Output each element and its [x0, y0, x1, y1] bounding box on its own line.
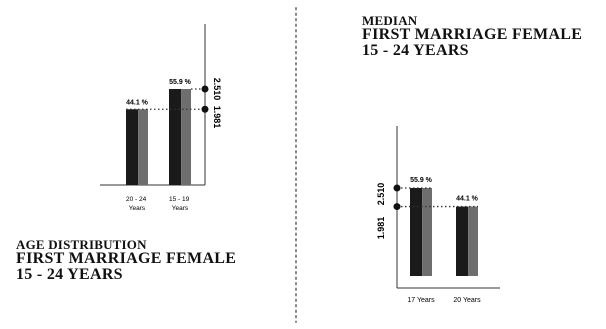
left-bar-group-1 [126, 109, 148, 185]
right-bar-17-years-dark [410, 188, 423, 276]
right-bar-group-1 [410, 188, 432, 276]
left-bar-15-19-dark [169, 89, 182, 185]
right-reference-value-2: 2.510 [376, 183, 386, 206]
right-chart: 55.9 % 44.1 % 1.981 2.510 17 Years 20 Ye… [376, 126, 500, 304]
right-data-label-17-years: 55.9 % [410, 177, 433, 184]
right-panel-title: MEDIAN FIRST MARRIAGE FEMALE 15 - 24 YEA… [362, 14, 582, 59]
left-data-label-20-24: 44.1 % [126, 99, 149, 106]
right-bar-group-2 [456, 206, 478, 276]
left-reference-value-2: 1.981 [212, 106, 222, 129]
left-reference-dot-low [201, 105, 209, 113]
left-bar-20-24-light [138, 109, 148, 185]
left-tick-label-20-24: 20 - 24 Years [126, 196, 148, 212]
left-reference-value-1: 2.510 [212, 78, 222, 101]
left-title-line3: 15 - 24 YEARS [16, 266, 123, 283]
right-title-line1: MEDIAN [362, 13, 418, 28]
right-title-line3: 15 - 24 YEARS [362, 42, 469, 59]
right-reference-dot-low [393, 203, 401, 211]
right-data-label-20-years: 44.1 % [456, 196, 479, 203]
left-bar-20-24-dark [126, 109, 139, 185]
right-title-line2: FIRST MARRIAGE FEMALE [362, 26, 583, 43]
right-tick-label-17-years: 17 Years [407, 297, 435, 304]
right-bar-20-years-light [468, 206, 478, 276]
left-panel-title: AGE DISTRIBUTION FIRST MARRIAGE FEMALE 1… [16, 238, 236, 283]
left-chart: 44.1 % 55.9 % 2.510 1.981 20 - 24 Years … [100, 24, 222, 212]
right-reference-dot-top [393, 184, 401, 192]
right-tick-label-20-years: 20 Years [453, 297, 481, 304]
left-bar-15-19-light [181, 89, 191, 185]
left-data-label-15-19: 55.9 % [169, 79, 192, 86]
left-title-line1: AGE DISTRIBUTION [16, 237, 147, 252]
right-reference-value-1: 1.981 [376, 217, 386, 240]
right-bar-20-years-dark [456, 206, 469, 276]
right-bar-17-years-light [422, 188, 432, 276]
left-tick-label-15-19: 15 - 19 Years [169, 196, 191, 212]
left-reference-dot-top [201, 85, 209, 93]
left-title-line2: FIRST MARRIAGE FEMALE [16, 250, 237, 267]
left-bar-group-2 [169, 89, 191, 185]
